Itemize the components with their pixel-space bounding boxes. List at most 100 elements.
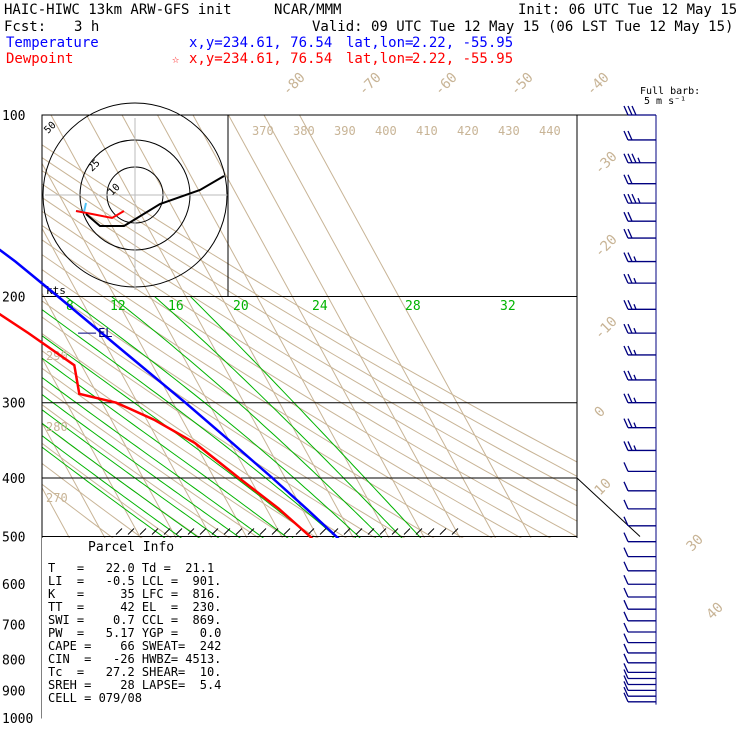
theta-tick-label: 380 bbox=[293, 124, 315, 138]
wind-barb-flag bbox=[623, 499, 629, 510]
hatch-mark bbox=[235, 528, 243, 535]
wind-barb bbox=[623, 516, 656, 527]
wind-barb-half bbox=[633, 422, 637, 428]
theta-tick-label: 390 bbox=[334, 124, 356, 138]
wind-barb-flag bbox=[623, 252, 629, 262]
wind-barb-flag bbox=[627, 370, 633, 381]
pressure-tick-label: 1000 bbox=[2, 712, 33, 727]
wind-barb-flag bbox=[627, 130, 633, 141]
hatch-mark bbox=[223, 528, 231, 535]
temperature-xy: x,y=234.61, 76.54 bbox=[189, 35, 333, 51]
dewpoint-latlon-value: 2.22, -55.95 bbox=[412, 51, 514, 67]
wind-barb-flag bbox=[623, 532, 629, 542]
model-title: HAIC-HIWC 13km ARW-GFS init bbox=[4, 2, 232, 18]
wind-barb-half bbox=[633, 304, 637, 310]
wind-barb-half bbox=[633, 397, 637, 403]
isotherm-tick-label: 0 bbox=[592, 404, 609, 421]
hodograph-units: kts bbox=[46, 284, 66, 297]
parcel-info-row: PW = 5.17 YGP = 0.0 bbox=[48, 626, 222, 640]
dewpoint-legend: Dewpoint bbox=[6, 51, 74, 67]
hatch-mark bbox=[343, 528, 351, 535]
wind-barb bbox=[623, 633, 656, 644]
wind-barb-flag bbox=[623, 323, 629, 334]
parcel-info-row: K = 35 LFC = 816. bbox=[48, 587, 222, 601]
wind-barb-flag bbox=[631, 105, 637, 116]
wind-barb-half bbox=[637, 197, 641, 204]
wind-barb-flag bbox=[623, 130, 629, 141]
dry-adiabat bbox=[42, 183, 577, 507]
parcel-info-row: SREH = 28 LAPSE= 5.4 bbox=[48, 678, 222, 692]
wind-barb-flag bbox=[623, 516, 629, 527]
wind-barb-flag bbox=[623, 574, 629, 585]
wind-barb bbox=[623, 653, 656, 664]
wind-barb-flag bbox=[631, 193, 637, 204]
dry-adiabat bbox=[42, 210, 577, 538]
isotherm-tick-label: -80 bbox=[280, 70, 309, 99]
wind-barb bbox=[623, 643, 656, 654]
isotherm-tick-label: -70 bbox=[356, 70, 385, 99]
isotherm-tick-label: -60 bbox=[432, 70, 461, 99]
wind-barb bbox=[623, 669, 656, 680]
wind-barb bbox=[623, 681, 656, 692]
theta-tick-label: 440 bbox=[539, 124, 561, 138]
wind-barb-flag bbox=[627, 300, 633, 310]
wind-barb-flag bbox=[623, 622, 629, 633]
wind-barb-flag bbox=[627, 153, 633, 164]
wind-barb-flag bbox=[627, 418, 633, 428]
wind-barb-flag bbox=[623, 418, 629, 428]
wind-barb bbox=[623, 153, 656, 164]
wind-barb bbox=[623, 130, 656, 141]
wind-barb-flag bbox=[623, 663, 629, 673]
wind-barb-flag bbox=[623, 547, 629, 557]
mixing-ratio-tick-label: 32 bbox=[500, 299, 516, 314]
wind-barb-flag bbox=[627, 393, 633, 403]
hatch-mark bbox=[163, 528, 171, 535]
wind-barb-flag bbox=[627, 273, 633, 284]
hatch-mark bbox=[379, 528, 387, 535]
wind-barb bbox=[623, 273, 656, 284]
mixing-ratio-tick-label: 16 bbox=[168, 299, 184, 314]
wind-barb-half bbox=[633, 327, 637, 334]
hatch-mark bbox=[283, 528, 291, 535]
pressure-tick-label: 600 bbox=[2, 578, 25, 593]
hatch-mark bbox=[367, 528, 375, 535]
wind-barb bbox=[623, 252, 656, 263]
fcst-value: 3 h bbox=[74, 19, 100, 35]
wind-barb-flag bbox=[623, 105, 629, 116]
wind-barb-flag bbox=[623, 393, 629, 403]
wind-barb-flag bbox=[627, 193, 633, 204]
theta-tick-label: 430 bbox=[498, 124, 520, 138]
isotherm-tick-label: -20 bbox=[592, 232, 621, 261]
hatch-mark bbox=[271, 528, 279, 535]
pressure-tick-label: 200 bbox=[2, 291, 25, 306]
mixing-ratio-tick-label: 28 bbox=[405, 299, 421, 314]
wind-barb bbox=[623, 611, 656, 622]
el-level-label: EL bbox=[98, 326, 112, 340]
wind-barb-flag bbox=[623, 633, 629, 643]
wind-barb-flag bbox=[623, 669, 629, 679]
hatch-mark bbox=[451, 528, 459, 535]
star-icon: ☆ bbox=[172, 52, 180, 66]
parcel-info-row: Tc = 27.2 SHEAR= 10. bbox=[48, 665, 222, 679]
dewpoint-xy: x,y=234.61, 76.54 bbox=[189, 51, 333, 67]
hatch-mark bbox=[151, 528, 159, 535]
wind-barb-flag bbox=[623, 686, 629, 697]
pressure-tick-label: 300 bbox=[2, 397, 25, 412]
hatch-mark bbox=[415, 528, 423, 535]
wind-barb-flag bbox=[627, 105, 633, 116]
wind-barb bbox=[623, 300, 656, 310]
wind-barb-half bbox=[633, 374, 637, 381]
isotherm-tick-label: -10 bbox=[592, 314, 621, 343]
wind-barb bbox=[623, 193, 656, 204]
hatch-mark bbox=[439, 528, 447, 535]
theta-tick-label: 410 bbox=[416, 124, 438, 138]
mixing-ratio-tick-label: 24 bbox=[312, 299, 328, 314]
isotherm-tick-label: -40 bbox=[584, 70, 613, 99]
pressure-tick-label: 500 bbox=[2, 530, 25, 545]
wind-barb-flag bbox=[627, 174, 633, 184]
wind-barb-flag bbox=[627, 441, 633, 451]
wind-barb bbox=[623, 481, 656, 492]
wind-barb-flag bbox=[623, 153, 629, 164]
hatch-mark bbox=[391, 528, 399, 535]
